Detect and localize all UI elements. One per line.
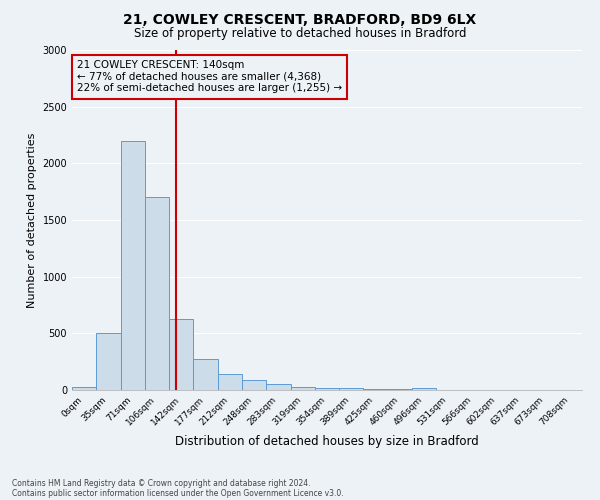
Y-axis label: Number of detached properties: Number of detached properties [27, 132, 37, 308]
Text: Contains HM Land Registry data © Crown copyright and database right 2024.: Contains HM Land Registry data © Crown c… [12, 478, 311, 488]
Text: 21 COWLEY CRESCENT: 140sqm
← 77% of detached houses are smaller (4,368)
22% of s: 21 COWLEY CRESCENT: 140sqm ← 77% of deta… [77, 60, 342, 94]
Bar [266, 384, 290, 390]
Text: 21, COWLEY CRESCENT, BRADFORD, BD9 6LX: 21, COWLEY CRESCENT, BRADFORD, BD9 6LX [124, 12, 476, 26]
Bar [290, 386, 315, 390]
Bar [121, 140, 145, 390]
Text: Contains public sector information licensed under the Open Government Licence v3: Contains public sector information licen… [12, 488, 344, 498]
Bar [218, 374, 242, 390]
Bar [96, 334, 121, 390]
Bar [72, 386, 96, 390]
Text: Size of property relative to detached houses in Bradford: Size of property relative to detached ho… [134, 28, 466, 40]
Bar [242, 380, 266, 390]
Bar [193, 360, 218, 390]
Bar [339, 388, 364, 390]
Bar [388, 389, 412, 390]
Bar [145, 198, 169, 390]
Bar [364, 389, 388, 390]
Bar [169, 318, 193, 390]
Bar [412, 388, 436, 390]
Bar [315, 388, 339, 390]
X-axis label: Distribution of detached houses by size in Bradford: Distribution of detached houses by size … [175, 436, 479, 448]
